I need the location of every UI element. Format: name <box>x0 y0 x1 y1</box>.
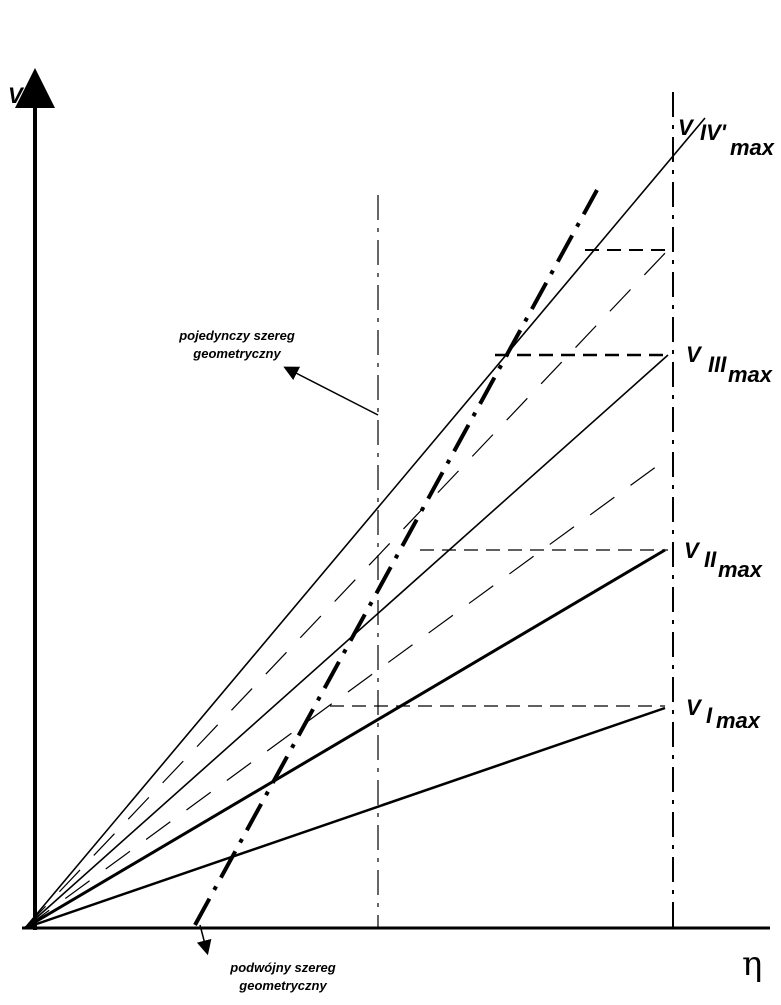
annotation-arrow <box>283 366 379 416</box>
speed-label: V I max <box>686 695 761 733</box>
double-series-line <box>193 189 599 926</box>
line-i <box>24 706 666 930</box>
speed-lines <box>24 117 706 930</box>
symbol: V <box>686 342 703 367</box>
subscript: max <box>716 708 761 733</box>
symbol: V <box>684 538 701 563</box>
y-axis-label: V <box>8 83 25 108</box>
subscript: max <box>730 135 775 160</box>
annotation-arrow <box>196 924 212 956</box>
dashed-ray <box>24 249 669 929</box>
annotation: podwójny szereg <box>229 960 336 975</box>
axes <box>15 68 770 930</box>
annotation: geometryczny <box>238 978 327 993</box>
line-iv <box>24 117 706 929</box>
speed-label: V III max <box>686 342 773 387</box>
annotation: geometryczny <box>192 346 281 361</box>
line-ii <box>24 548 666 930</box>
x-axis-label: η <box>742 944 762 984</box>
index: II <box>704 547 717 572</box>
horizontal-dashed <box>330 249 673 707</box>
index: I <box>706 703 713 728</box>
dashed-lines <box>24 92 674 929</box>
index: IV' <box>700 120 727 145</box>
symbol: V <box>686 695 703 720</box>
speed-label: V II max <box>684 538 763 582</box>
annotation: pojedynczy szereg <box>178 328 295 343</box>
subscript: max <box>728 362 773 387</box>
index: III <box>708 352 727 377</box>
dashed-ray <box>24 457 669 929</box>
line-iii <box>24 354 669 929</box>
subscript: max <box>718 557 763 582</box>
symbol: V <box>678 115 695 140</box>
speed-label: V IV' max <box>678 115 775 160</box>
